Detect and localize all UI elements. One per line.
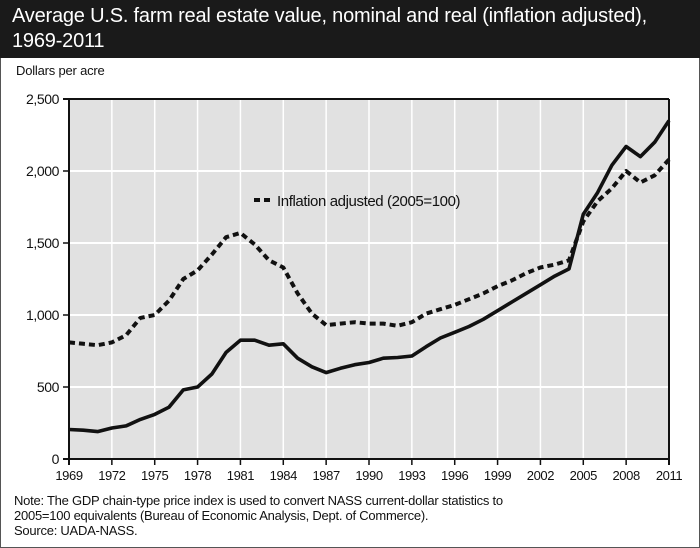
y-tick-label: 1,000: [26, 307, 60, 323]
x-tick-label: 1996: [441, 468, 468, 483]
x-tick-label: 2005: [570, 468, 597, 483]
y-tick-label: 2,500: [26, 91, 60, 107]
x-tick-label: 1972: [98, 468, 125, 483]
x-tick-label: 1978: [184, 468, 211, 483]
grid-lines: [69, 99, 669, 459]
source-line: Source: UADA-NASS.: [14, 523, 138, 538]
x-tick-label: 1990: [355, 468, 382, 483]
x-tick-label: 2011: [656, 468, 683, 483]
x-tick-label: 1999: [484, 468, 511, 483]
footnote: Note: The GDP chain-type price index is …: [14, 493, 503, 538]
y-tick-label: 0: [52, 451, 60, 467]
note-line-2: 2005=100 equivalents (Bureau of Economic…: [14, 508, 429, 523]
x-tick-label: 2002: [527, 468, 554, 483]
series-group: [68, 119, 671, 434]
series-line-inflation-adjusted: [68, 158, 671, 348]
x-tick-label: 1969: [55, 468, 82, 483]
legend-label: Inflation adjusted (2005=100): [277, 193, 461, 210]
x-tick-label: 1987: [312, 468, 339, 483]
legend: Inflation adjusted (2005=100): [254, 193, 461, 210]
y-tick-label: 2,000: [26, 163, 60, 179]
x-tick-label: 1981: [227, 468, 254, 483]
series-line-nominal: [68, 119, 671, 434]
x-tick-label: 1984: [270, 468, 297, 483]
y-tick-label: 1,500: [26, 235, 60, 251]
chart-title: Average U.S. farm real estate value, nom…: [12, 5, 647, 52]
x-tick-label: 2008: [612, 468, 639, 483]
x-tick-label: 1993: [398, 468, 425, 483]
y-tick-label: 500: [37, 379, 60, 395]
note-line-1: Note: The GDP chain-type price index is …: [14, 493, 503, 508]
y-axis-label: Dollars per acre: [16, 63, 105, 78]
axes: 1969 1972 1975 1978 1981 1984 1987 1990 1993 1996…: [26, 91, 683, 483]
title-bar: Average U.S. farm real estate value, nom…: [0, 0, 700, 58]
x-tick-label: 1975: [141, 468, 168, 483]
